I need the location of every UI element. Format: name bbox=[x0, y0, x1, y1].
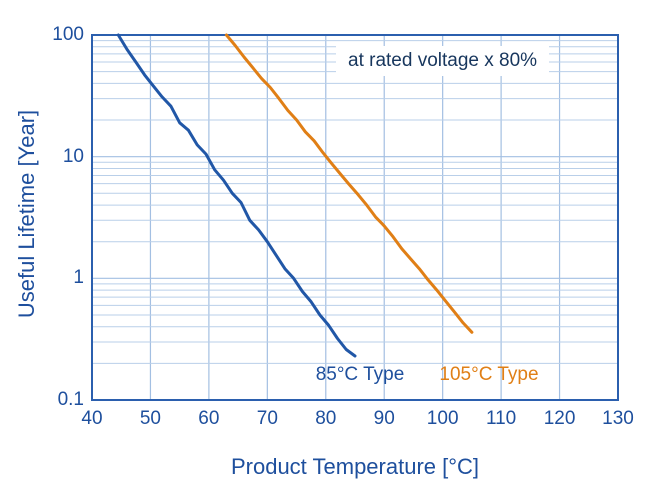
x-tick-label: 120 bbox=[543, 408, 576, 429]
y-tick-label: 1 bbox=[73, 267, 84, 289]
legend-label-85c-type: 85°C Type bbox=[315, 364, 405, 385]
x-tick-label: 40 bbox=[81, 408, 103, 429]
x-tick-label: 130 bbox=[602, 408, 634, 429]
x-axis-title: Product Temperature [°C] bbox=[230, 454, 480, 479]
x-tick-label: 80 bbox=[315, 408, 337, 429]
series-line-105c bbox=[224, 33, 474, 334]
y-tick-label: 10 bbox=[62, 145, 84, 167]
x-tick-label: 50 bbox=[139, 408, 162, 429]
annotation-rated-voltage: at rated voltage x 80% bbox=[336, 46, 550, 76]
x-tick-label: 60 bbox=[198, 408, 220, 429]
y-tick-label: 0.1 bbox=[57, 389, 84, 410]
x-tick-label: 90 bbox=[373, 408, 395, 429]
x-tick-label: 110 bbox=[485, 408, 517, 429]
x-tick-label: 70 bbox=[256, 408, 278, 429]
series-line-85c bbox=[116, 33, 357, 358]
plot-frame bbox=[91, 34, 619, 401]
legend-label-105c-type: 105°C Type bbox=[439, 364, 539, 385]
x-tick-label: 100 bbox=[426, 408, 459, 429]
y-tick-label: 100 bbox=[52, 24, 84, 45]
